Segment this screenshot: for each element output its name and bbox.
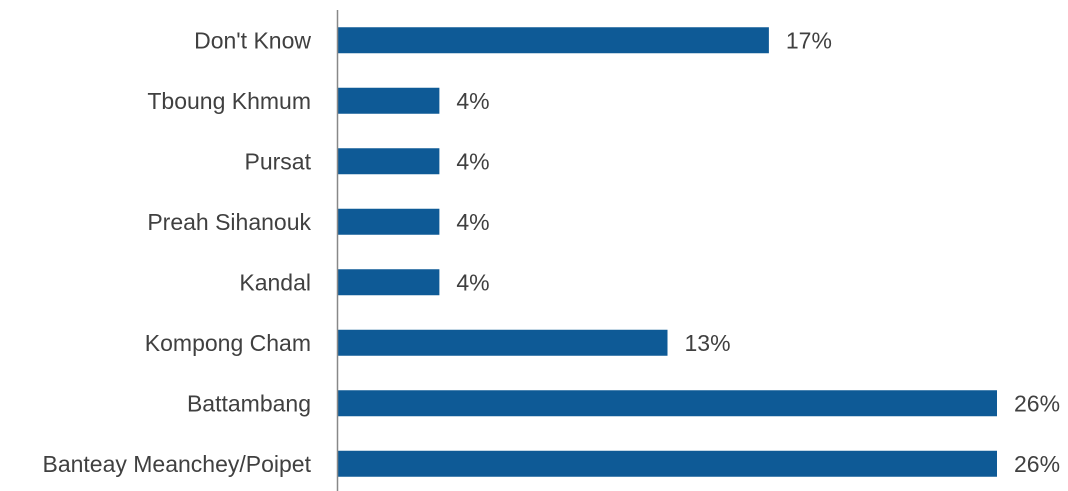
category-label: Pursat <box>245 148 312 174</box>
bar <box>338 450 997 477</box>
category-label: Preah Sihanouk <box>147 209 311 235</box>
bar <box>338 148 440 175</box>
bar <box>338 329 668 356</box>
bar <box>338 208 440 235</box>
category-label: Kompong Cham <box>145 330 311 356</box>
category-label: Don't Know <box>194 27 311 53</box>
category-label: Battambang <box>187 390 311 416</box>
category-label: Tboung Khmum <box>147 88 311 114</box>
bar <box>338 27 769 54</box>
category-label: Banteay Meanchey/Poipet <box>42 451 311 477</box>
value-label: 26% <box>1014 390 1060 416</box>
value-label: 4% <box>456 148 489 174</box>
category-labels: Don't Know Tboung Khmum Pursat Preah Sihano… <box>42 27 311 477</box>
value-label: 4% <box>456 88 489 114</box>
bar <box>338 390 997 417</box>
value-label: 26% <box>1014 451 1060 477</box>
value-label: 4% <box>456 209 489 235</box>
value-label: 4% <box>456 269 489 295</box>
bar <box>338 87 440 114</box>
value-label: 17% <box>786 27 832 53</box>
value-labels: 17% 4% 4% 4% 4% 13% 26% 26% <box>456 27 1060 477</box>
category-label: Kandal <box>239 269 311 295</box>
value-label: 13% <box>685 330 731 356</box>
bar <box>338 269 440 296</box>
bars-group <box>338 27 997 477</box>
